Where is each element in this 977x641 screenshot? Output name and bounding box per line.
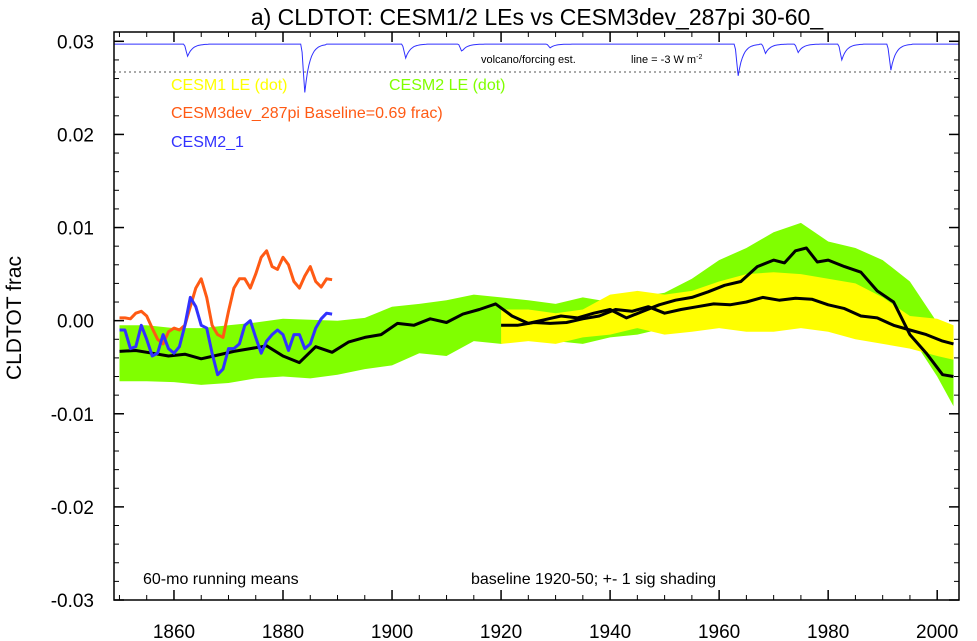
legend-cesm2-1: CESM2_1 [171,134,244,151]
volcano-trace [114,43,959,93]
volcano-annotation: volcano/forcing est. [481,54,576,66]
legend-cesm2-le: CESM2 LE (dot) [389,77,505,94]
line-annotation-sup: -2 [696,54,702,61]
plot-frame [113,31,960,601]
x-tick-label: 1940 [589,622,631,641]
y-tick-label: 0.00 [57,312,94,333]
y-tick-label: 0.03 [57,32,94,53]
x-tick-label: 2000 [916,622,958,641]
line-annotation: line = -3 W m-2 [631,54,702,66]
x-tick-label: 1980 [807,622,849,641]
y-tick-label: 0.02 [57,125,94,146]
series-lines [119,246,954,378]
x-tick-label: 1920 [480,622,522,641]
legend-cesm1-le: CESM1 LE (dot) [171,77,287,94]
legend-cesm3dev: CESM3dev_287pi Baseline=0.69 frac) [171,105,443,122]
y-axis-label: CLDTOT frac [3,256,26,380]
baseline-note: baseline 1920-50; +- 1 sig shading [471,571,716,588]
line-annotation-text: line = -3 W m [631,54,696,66]
running-means-note: 60-mo running means [143,571,299,588]
x-tick-label: 1900 [371,622,413,641]
volcano-panel [114,43,959,93]
y-tick-label: -0.03 [51,591,94,612]
x-tick-label: 1960 [698,622,740,641]
plot-area: 1860 1880 1900 1920 1940 1960 1980 2000 -0.03 -0.… [51,31,960,641]
chart-title: a) CLDTOT: CESM1/2 LEs vs CESM3dev_287pi… [251,4,824,30]
y-tick-label: 0.01 [57,219,94,240]
series-line-5 [119,295,333,377]
series-line-3 [501,295,954,346]
y-tick-label: -0.02 [51,498,94,519]
x-tick-label: 1880 [262,622,304,641]
shading-bands [119,222,954,407]
axis-ticks: 1860 1880 1900 1920 1940 1960 1980 2000 -0.03 -0.… [51,32,959,641]
y-tick-label: -0.01 [51,405,94,426]
x-tick-label: 1860 [153,622,195,641]
band-1 [501,272,954,360]
series-line-4 [119,249,333,346]
